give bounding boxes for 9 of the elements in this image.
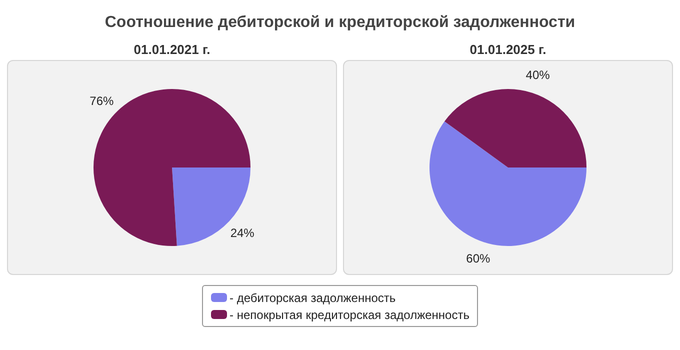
- legend-label: - дебиторская задолженность: [230, 290, 396, 304]
- data-label: 40%: [526, 68, 550, 82]
- chart-subtitle: 01.01.2021 г.: [132, 41, 212, 59]
- data-label: 60%: [466, 252, 491, 266]
- chart-subtitle: 01.01.2025 г.: [468, 41, 548, 59]
- data-label: 24%: [230, 226, 255, 240]
- chart-title: Соотношение дебиторской и кредиторской задолженности: [104, 13, 576, 33]
- data-label: 76%: [90, 94, 114, 108]
- legend-label: - непокрытая кредиторская задолженность: [230, 308, 470, 322]
